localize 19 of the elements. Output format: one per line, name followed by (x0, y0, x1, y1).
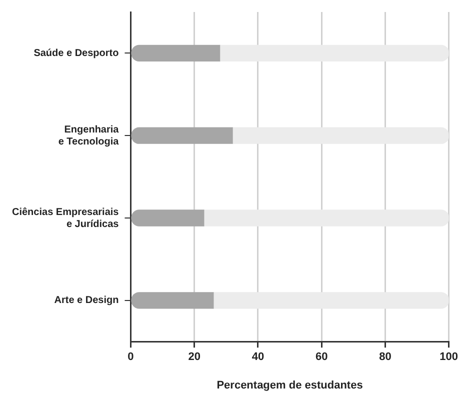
x-tick-label: 0 (128, 351, 134, 364)
bar (131, 44, 220, 62)
bar (131, 127, 233, 144)
bar (131, 292, 214, 309)
y-tick-label: Ciências Empresariais e Jurídicas (12, 206, 120, 230)
bar (213, 292, 449, 309)
bar (219, 44, 449, 62)
x-tick-label: 100 (440, 351, 458, 364)
y-tick-label: Saúde e Desporto (34, 48, 119, 59)
bar (232, 127, 449, 144)
x-tick-label: 20 (188, 351, 200, 364)
y-tick-label: Arte e Design (54, 295, 119, 306)
x-tick-label: 80 (379, 351, 392, 364)
bar (204, 210, 449, 226)
x-tick-label: 60 (315, 351, 328, 364)
bar (131, 210, 204, 226)
x-tick-label: 40 (252, 351, 264, 364)
x-axis-title: Percentagem de estudantes (216, 379, 363, 392)
y-tick-label: Engenharia e Tecnologia (58, 124, 120, 148)
